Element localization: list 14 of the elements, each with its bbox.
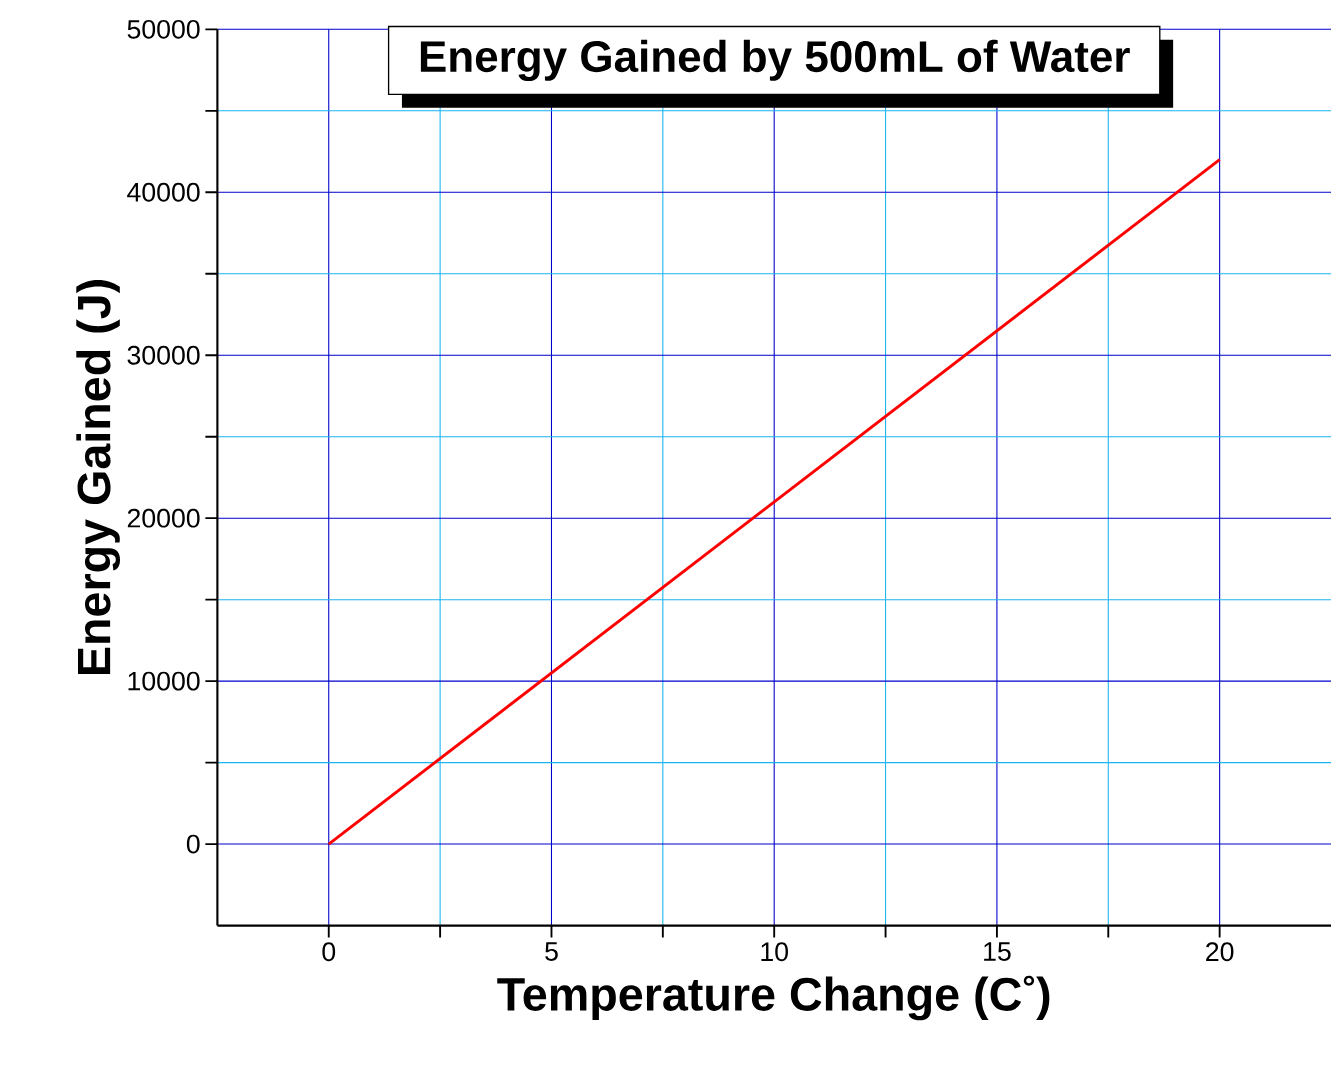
x-tick-label: 20 — [1206, 942, 1234, 962]
y-tick-label: 0 — [186, 834, 200, 854]
x-axis-title: Temperature Change (C$^{°}$) — [497, 975, 1050, 1021]
chart-title: Energy Gained by 500mL of Water — [420, 39, 1130, 81]
y-tick-label: 50000 — [127, 19, 200, 39]
y-axis-title: Energy Gained (J) — [76, 279, 121, 674]
x-tick-label: 5 — [545, 942, 558, 961]
x-tick-label: 10 — [761, 942, 788, 962]
y-tick-label: 40000 — [127, 182, 200, 202]
y-tick-label: 10000 — [128, 671, 200, 691]
x-tick-label: 15 — [984, 942, 1011, 961]
x-tick-label: 0 — [322, 942, 336, 962]
y-tick-label: 20000 — [127, 508, 200, 528]
y-tick-label: 30000 — [127, 345, 200, 365]
